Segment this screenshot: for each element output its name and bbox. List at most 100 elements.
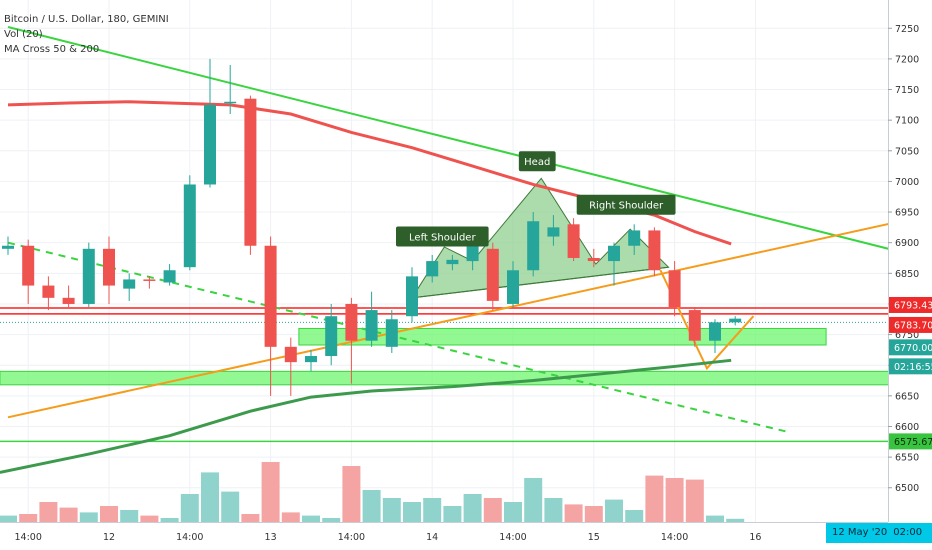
time-tick-label: 14:00 bbox=[661, 532, 688, 543]
price-axis[interactable]: 6500655066006650670067506800685069006950… bbox=[888, 0, 932, 550]
legend-ma-cross[interactable]: MA Cross 50 & 200 bbox=[4, 44, 100, 55]
volume-bar bbox=[261, 462, 280, 522]
volume-bar bbox=[726, 518, 745, 522]
candle bbox=[143, 276, 156, 289]
legend-symbol[interactable]: Bitcoin / U.S. Dollar, 180, GEMINI bbox=[4, 14, 169, 25]
price-tag-red-upper-text: 6793.43 bbox=[894, 300, 932, 311]
volume-bar bbox=[140, 515, 159, 522]
time-tick-label: 14:00 bbox=[499, 532, 526, 543]
head-label-box bbox=[518, 151, 556, 172]
candle-body bbox=[385, 319, 398, 347]
price-tag-red-upper-bg bbox=[889, 296, 932, 313]
candle bbox=[22, 239, 35, 304]
candle bbox=[42, 276, 55, 311]
candle-body bbox=[244, 98, 257, 246]
candle bbox=[527, 212, 540, 277]
price-tick-label: 7100 bbox=[895, 116, 919, 127]
price-tag-red-upper: 6793.43 bbox=[889, 296, 932, 313]
left-shoulder-label-text: Left Shoulder bbox=[409, 233, 476, 244]
volume-bar bbox=[483, 498, 502, 522]
candle bbox=[729, 316, 742, 326]
price-tick-label: 6550 bbox=[895, 453, 919, 464]
head-and-shoulders-pattern bbox=[411, 177, 670, 299]
price-tag-support: 6575.67 bbox=[889, 433, 932, 450]
candle-body bbox=[426, 261, 439, 277]
candle-body bbox=[547, 227, 560, 237]
candle bbox=[587, 248, 600, 268]
candle-body bbox=[284, 346, 297, 363]
time-tick-label: 13 bbox=[265, 532, 277, 543]
price-tick-label: 6500 bbox=[895, 483, 919, 494]
trendlines bbox=[7, 26, 932, 433]
candle-body bbox=[648, 230, 661, 271]
candle-body bbox=[628, 230, 641, 246]
candle bbox=[426, 254, 439, 283]
candle bbox=[123, 273, 136, 301]
candle-body bbox=[729, 318, 742, 323]
candle-body bbox=[305, 356, 317, 363]
trendline bbox=[7, 26, 932, 261]
price-tick-label: 6950 bbox=[895, 208, 919, 219]
candle-body bbox=[507, 270, 519, 304]
candles bbox=[2, 58, 742, 396]
candle bbox=[325, 303, 338, 366]
chart-legend: Bitcoin / U.S. Dollar, 180, GEMINI Vol (… bbox=[4, 12, 169, 57]
volume-bar bbox=[584, 506, 603, 522]
candle-body bbox=[567, 224, 580, 258]
volume-bar bbox=[443, 506, 462, 522]
volume-bar bbox=[59, 507, 78, 522]
volume-bar bbox=[120, 510, 139, 522]
time-badge-time: 02:00 bbox=[893, 527, 923, 538]
candle bbox=[385, 310, 398, 353]
left-shoulder-label-box bbox=[396, 226, 489, 247]
candle bbox=[284, 337, 297, 396]
candle-body bbox=[446, 259, 459, 265]
volume-bar bbox=[302, 515, 320, 522]
volume-bar bbox=[625, 510, 644, 522]
candle bbox=[2, 236, 14, 255]
volume-bar bbox=[241, 514, 260, 522]
candle bbox=[264, 236, 277, 396]
candle bbox=[486, 242, 499, 311]
volume-bar bbox=[504, 502, 522, 522]
candle-body bbox=[608, 245, 620, 262]
candle bbox=[62, 285, 75, 308]
price-tick-label: 6750 bbox=[895, 330, 919, 341]
candle-body bbox=[325, 316, 338, 357]
legend-volume[interactable]: Vol (20) bbox=[4, 29, 43, 40]
time-cursor-badge: 12 May '20 02:00 bbox=[826, 523, 932, 543]
volume-bar bbox=[19, 514, 38, 522]
candle-body bbox=[42, 285, 55, 298]
candle-body bbox=[365, 310, 378, 341]
candle-body bbox=[2, 245, 14, 249]
time-tick-label: 14:00 bbox=[15, 532, 42, 543]
candle bbox=[648, 227, 661, 277]
time-axis[interactable]: 14:00 12 14:00 13 14:00 14 14:00 15 14:00 16 bbox=[0, 522, 888, 544]
price-tag-countdown: 02:16:55 bbox=[889, 358, 932, 375]
volume-bar bbox=[221, 491, 240, 522]
price-tick-label: 7150 bbox=[895, 85, 919, 96]
candle-body bbox=[22, 245, 35, 286]
time-tick-label: 14:00 bbox=[176, 532, 203, 543]
volume-bar bbox=[180, 494, 199, 522]
volume-bar bbox=[665, 478, 684, 522]
price-tag-current-bg bbox=[889, 339, 932, 356]
candle bbox=[709, 319, 721, 353]
candle bbox=[183, 175, 196, 271]
price-tick-label: 6850 bbox=[895, 269, 919, 280]
volume-bar bbox=[362, 490, 381, 522]
volume-bar bbox=[160, 518, 179, 522]
candle bbox=[547, 215, 560, 246]
time-tick-label: 16 bbox=[749, 532, 761, 543]
time-tick-label: 15 bbox=[588, 532, 600, 543]
candle-body bbox=[62, 297, 75, 304]
trendline bbox=[7, 213, 932, 419]
candle bbox=[608, 242, 620, 286]
candle-body bbox=[224, 101, 237, 104]
price-tick-label: 7250 bbox=[895, 24, 919, 35]
head-label-text: Head bbox=[524, 157, 550, 168]
candle-body bbox=[345, 303, 358, 341]
right-shoulder-label: Right Shoulder bbox=[576, 194, 676, 215]
volume-bars bbox=[0, 462, 745, 522]
